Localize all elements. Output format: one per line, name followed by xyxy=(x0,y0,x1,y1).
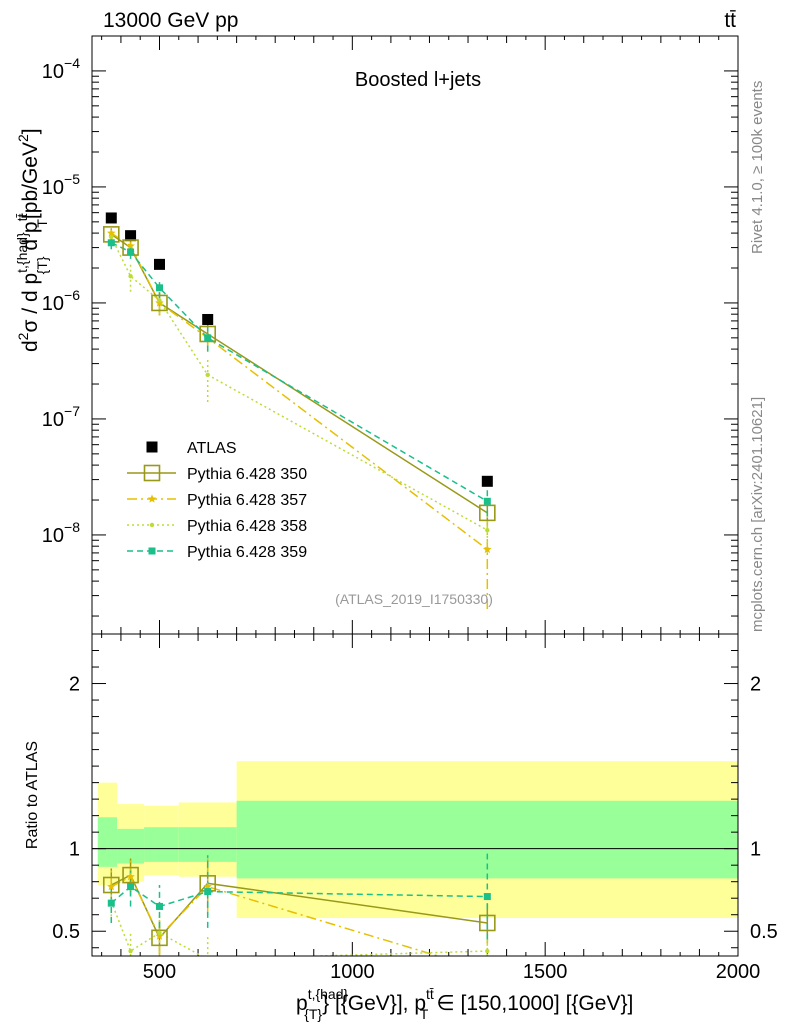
ratio-y-tick-label-right: 0.5 xyxy=(750,921,778,943)
data-point xyxy=(143,464,161,482)
energy-label: 13000 GeV pp xyxy=(103,9,238,32)
data-point xyxy=(146,441,158,453)
y-tick-label: 10−4 xyxy=(42,55,80,83)
data-point xyxy=(155,284,163,292)
data-point xyxy=(485,527,490,533)
legend-label: ATLAS xyxy=(187,440,237,457)
data-point xyxy=(122,866,139,884)
data-point xyxy=(147,494,157,503)
ratio-plot-frame xyxy=(91,633,739,957)
data-point xyxy=(105,212,117,224)
y-tick-label: 10−6 xyxy=(42,287,80,315)
data-point xyxy=(157,930,162,936)
legend-item: Pythia 6.428 358 xyxy=(127,518,307,535)
ratio-y-tick-label-right: 1 xyxy=(750,839,761,861)
ratio-uncertainty-bands xyxy=(97,761,738,919)
data-point xyxy=(151,294,168,312)
ratio-y-tick-label: 1 xyxy=(69,839,80,861)
series-line xyxy=(110,242,488,502)
data-point xyxy=(206,957,210,961)
analysis-tag: (ATLAS_2019_I1750330) xyxy=(335,591,493,607)
legend-label: Pythia 6.428 350 xyxy=(187,466,307,483)
data-point xyxy=(107,899,115,907)
data-point xyxy=(155,931,164,940)
legend-item: Pythia 6.428 350 xyxy=(127,464,307,483)
data-point xyxy=(151,929,168,947)
y-tick-label: 10−7 xyxy=(42,403,80,431)
ratio-axis-ticks xyxy=(92,650,738,949)
y-tick-label: 10−5 xyxy=(42,171,80,199)
x-tick-labels: 500 1000 1500 2000 xyxy=(143,961,760,983)
data-point xyxy=(128,948,133,954)
ratio-y-tick-labels: 0.5 0.5 1 1 2 2 xyxy=(52,674,778,944)
data-point xyxy=(483,893,491,901)
data-point xyxy=(157,298,162,303)
svg-text:d2σ / d pt,{had}{T} d ptt̄T[: d2σ / d pt,{had} {T} d ptt̄T[pb/GeV2] xyxy=(14,128,50,352)
data-point xyxy=(148,547,156,555)
main-y-axis-label: d2σ / d pt,{had} {T} d ptt̄T[pb/GeV2] xyxy=(14,128,50,352)
data-point xyxy=(149,522,155,528)
x-axis-label: pt,{had} {T}} [{GeV}], ptt̄ T ∈ [150,1000] … xyxy=(296,986,633,1022)
mcplots-label: mcplots.cern.ch [arXiv:2401.10621] xyxy=(749,397,766,632)
ratio-y-tick-label: 0.5 xyxy=(52,921,80,943)
x-tick-label: 2000 xyxy=(716,961,761,983)
ratio-markers xyxy=(102,866,496,974)
data-point xyxy=(155,902,163,910)
band-inner xyxy=(97,817,118,867)
legend-label: Pythia 6.428 359 xyxy=(187,544,307,561)
data-point xyxy=(203,882,212,891)
data-point xyxy=(483,497,491,505)
data-point xyxy=(204,888,212,896)
data-point xyxy=(126,241,135,250)
ratio-line xyxy=(110,901,488,956)
data-point xyxy=(125,230,137,242)
x-tick-label: 1000 xyxy=(330,961,375,983)
data-point xyxy=(202,313,214,325)
svg-text:pt,{had}{T}} [{GeV}], ptt̄T∈ [: pt,{had} {T}} [{GeV}], ptt̄ T ∈ [150,1000] … xyxy=(296,986,633,1022)
data-point xyxy=(479,914,496,932)
data-point xyxy=(102,876,120,894)
ratio-plot-panel: 0.5 0.5 1 1 2 2 500 1000 1500 2000 Ratio to ATLA… xyxy=(24,633,778,1022)
x-tick-label: 500 xyxy=(143,961,176,983)
data-point xyxy=(127,248,135,256)
plot-title: Boosted l+jets xyxy=(355,69,481,91)
main-markers xyxy=(102,212,496,554)
legend: ATLAS Pythia 6.428 350 Pythia 6.428 357 Pyt… xyxy=(127,440,307,561)
legend-label: Pythia 6.428 358 xyxy=(187,518,307,535)
legend-item: Pythia 6.428 357 xyxy=(127,492,307,509)
series-line xyxy=(110,236,488,531)
band-inner xyxy=(144,827,179,862)
data-point xyxy=(479,504,496,522)
legend-item: ATLAS xyxy=(146,440,237,457)
process-label: tt̄ xyxy=(724,9,736,32)
data-point xyxy=(483,966,492,974)
legend-label: Pythia 6.428 357 xyxy=(187,492,307,509)
data-point xyxy=(199,325,217,343)
data-point xyxy=(127,883,135,891)
legend-item: Pythia 6.428 359 xyxy=(127,544,307,561)
main-y-tick-labels: 10−8 10−7 10−6 10−5 10−4 xyxy=(42,55,80,547)
rivet-label: Rivet 4.1.0, ≥ 100k events xyxy=(749,81,766,254)
data-point xyxy=(107,228,116,237)
ratio-y-tick-label-right: 2 xyxy=(750,674,761,696)
ratio-y-tick-label: 2 xyxy=(69,674,80,696)
y-tick-label: 10−8 xyxy=(42,519,80,547)
data-point xyxy=(126,872,135,881)
data-point xyxy=(153,258,165,270)
data-point xyxy=(107,239,115,247)
x-tick-label: 1500 xyxy=(523,961,568,983)
data-point xyxy=(107,882,116,891)
data-point xyxy=(128,274,133,279)
data-point xyxy=(109,234,114,240)
data-point xyxy=(485,948,490,954)
data-point xyxy=(481,475,493,487)
data-point xyxy=(483,544,492,554)
band-inner xyxy=(117,828,145,864)
ratio-y-axis-label: Ratio to ATLAS xyxy=(24,741,41,849)
data-point xyxy=(205,372,210,378)
data-point xyxy=(204,334,212,342)
